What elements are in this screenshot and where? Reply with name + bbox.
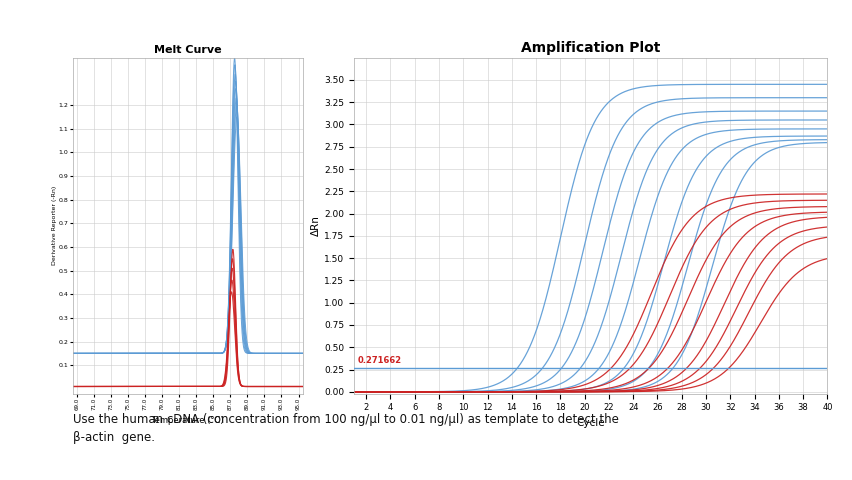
X-axis label: Temperature (°C): Temperature (°C) [151, 416, 224, 425]
Y-axis label: Derivative Reporter (-Rn): Derivative Reporter (-Rn) [52, 186, 57, 265]
Title: Melt Curve: Melt Curve [153, 46, 222, 55]
Text: 0.271662: 0.271662 [357, 356, 401, 365]
Text: Use the human cDNA (concentration from 100 ng/μl to 0.01 ng/μl) as template to d: Use the human cDNA (concentration from 1… [72, 413, 618, 444]
Y-axis label: ΔRn: ΔRn [311, 215, 321, 236]
X-axis label: Cycle: Cycle [576, 418, 604, 428]
Title: Amplification Plot: Amplification Plot [521, 41, 659, 55]
